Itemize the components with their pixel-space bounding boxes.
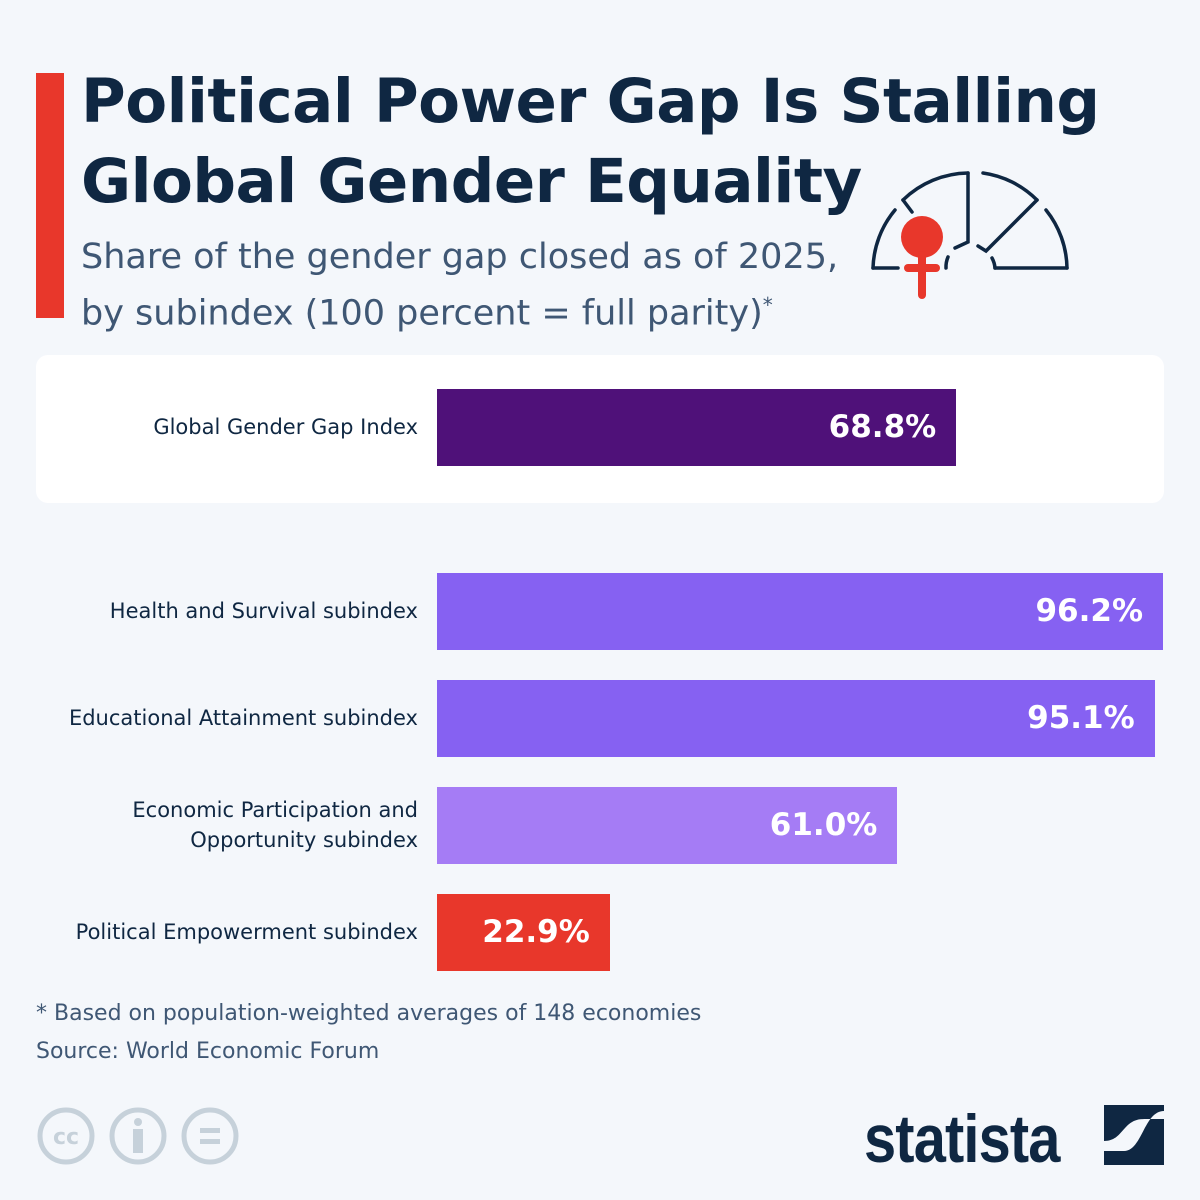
bar: 96.2% (437, 573, 1163, 650)
category-label: Educational Attainment subindex (69, 703, 418, 733)
statista-logo-mark-icon (1104, 1105, 1164, 1165)
bar: 68.8% (437, 389, 957, 466)
category-label-line: Educational Attainment subindex (68, 706, 418, 730)
subtitle: Share of the gender gap closed as of 202… (81, 233, 838, 338)
category-label: Economic Participation and Opportunity su… (132, 795, 418, 855)
value-label: 95.1% (1027, 700, 1135, 736)
bar: 61.0% (437, 787, 898, 864)
title-line-1: Political Power Gap Is Stalling (81, 66, 1100, 137)
category-label-line: Health and Survival subindex (109, 599, 418, 623)
category-label-line: Global Gender Gap Index (153, 415, 418, 439)
category-label-line: Political Empowerment subindex (75, 920, 418, 944)
footnote-marker: * (762, 293, 773, 317)
attribution-icon[interactable] (108, 1106, 168, 1166)
subtitle-line-1: Share of the gender gap closed as of 202… (81, 237, 839, 277)
bar: 95.1% (437, 680, 1155, 757)
category-label: Political Empowerment subindex (76, 917, 418, 947)
statista-logo[interactable]: statista (864, 1101, 1060, 1177)
parliament-gauge-female-icon (871, 171, 1069, 299)
footnote: * Based on population-weighted averages … (36, 1001, 702, 1026)
source: Source: World Economic Forum (36, 1039, 380, 1064)
cc-icon[interactable]: cc (36, 1106, 96, 1166)
subtitle-line-2: by subindex (100 percent = full parity) (81, 293, 763, 334)
category-label: Health and Survival subindex (110, 596, 418, 626)
svg-text:cc: cc (53, 1125, 79, 1150)
category-label-line: Opportunity subindex (190, 828, 418, 852)
title-line-2: Global Gender Equality (81, 146, 862, 217)
page-title: Political Power Gap Is Stalling Global G… (81, 62, 1100, 222)
title-accent-bar (36, 73, 64, 318)
category-label: Global Gender Gap Index (153, 412, 418, 442)
value-label: 61.0% (769, 807, 878, 843)
category-label-line: Economic Participation and (132, 798, 418, 822)
value-label: 96.2% (1035, 593, 1143, 629)
value-label: 68.8% (828, 409, 937, 445)
value-label: 22.9% (482, 914, 590, 950)
bar: 22.9% (437, 894, 610, 971)
no-derivatives-icon[interactable] (180, 1106, 240, 1166)
